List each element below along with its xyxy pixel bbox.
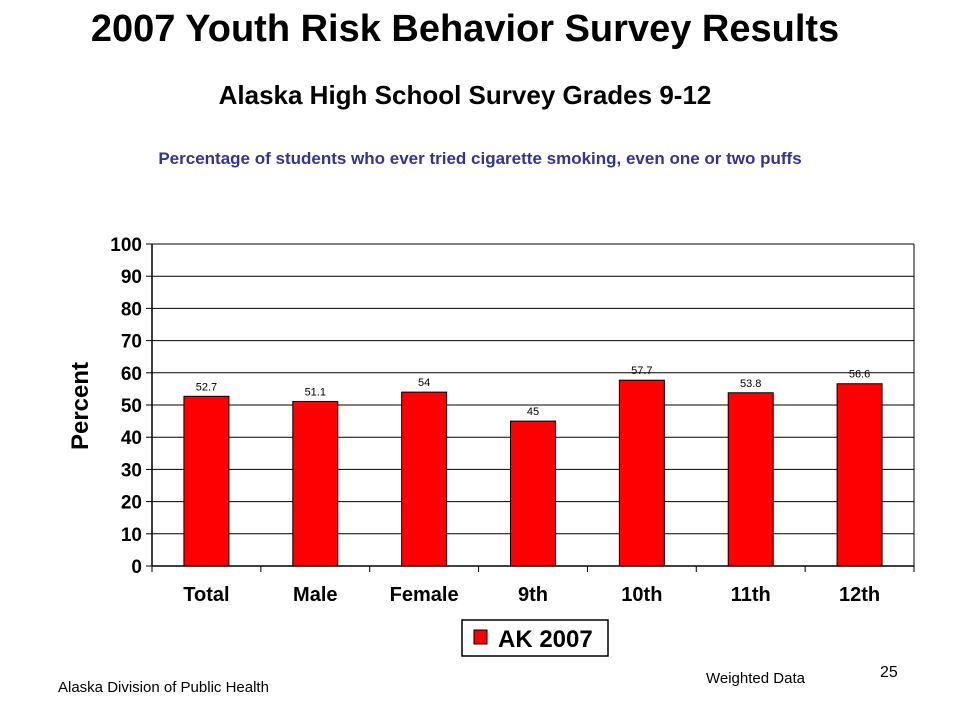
bar xyxy=(510,420,556,567)
legend: AK 2007 xyxy=(461,619,609,657)
y-tick-label: 20 xyxy=(121,493,142,514)
legend-label: AK 2007 xyxy=(498,626,593,653)
page-number: 25 xyxy=(880,664,898,681)
bar xyxy=(183,395,230,567)
x-tick-label: 9th xyxy=(518,584,548,606)
data-label: 54 xyxy=(418,377,430,389)
x-tick-label: 11th xyxy=(731,584,771,606)
y-tick-label: 80 xyxy=(121,299,142,320)
bar xyxy=(292,400,339,567)
x-tick-label: Total xyxy=(183,584,229,606)
x-tick-label: 10th xyxy=(621,584,662,606)
data-label: 45 xyxy=(527,406,539,418)
y-axis-label: Percent xyxy=(67,362,94,450)
data-label: 51.1 xyxy=(305,386,326,398)
y-tick-label: 100 xyxy=(110,235,142,256)
x-tick-label: Male xyxy=(293,584,337,606)
y-tick-label: 0 xyxy=(131,557,142,578)
y-tick-label: 50 xyxy=(121,396,142,417)
bars xyxy=(183,379,883,567)
x-tick-label: Female xyxy=(390,584,459,606)
y-tick-label: 40 xyxy=(121,428,142,449)
legend-swatch xyxy=(473,629,488,645)
chart-title: Percentage of students who ever tried ci… xyxy=(158,149,802,168)
page-title: 2007 Youth Risk Behavior Survey Results xyxy=(90,8,840,50)
y-tick-label: 60 xyxy=(121,364,142,385)
x-tick-label: 12th xyxy=(839,584,880,606)
bar xyxy=(836,383,883,567)
weighted-data-note: Weighted Data xyxy=(706,670,805,687)
data-label: 57.7 xyxy=(631,365,652,377)
bar xyxy=(401,391,448,567)
y-tick-label: 30 xyxy=(121,460,142,481)
data-label: 53.8 xyxy=(740,378,761,390)
y-tick-label: 10 xyxy=(121,525,142,546)
data-label: 56.6 xyxy=(849,369,870,381)
y-tick-label: 70 xyxy=(121,332,142,353)
page-subtitle: Alaska High School Survey Grades 9-12 xyxy=(218,80,712,110)
axes xyxy=(146,243,915,572)
bar xyxy=(727,392,774,567)
y-tick-label: 90 xyxy=(121,267,142,288)
source-note: Alaska Division of Public Health xyxy=(58,679,269,696)
bar xyxy=(618,379,665,567)
data-label: 52.7 xyxy=(196,381,217,393)
labels: 0 10 20 30 40 50 60 70 80 90 100 52.7 Total 51.1 Male 5… xyxy=(110,235,880,606)
